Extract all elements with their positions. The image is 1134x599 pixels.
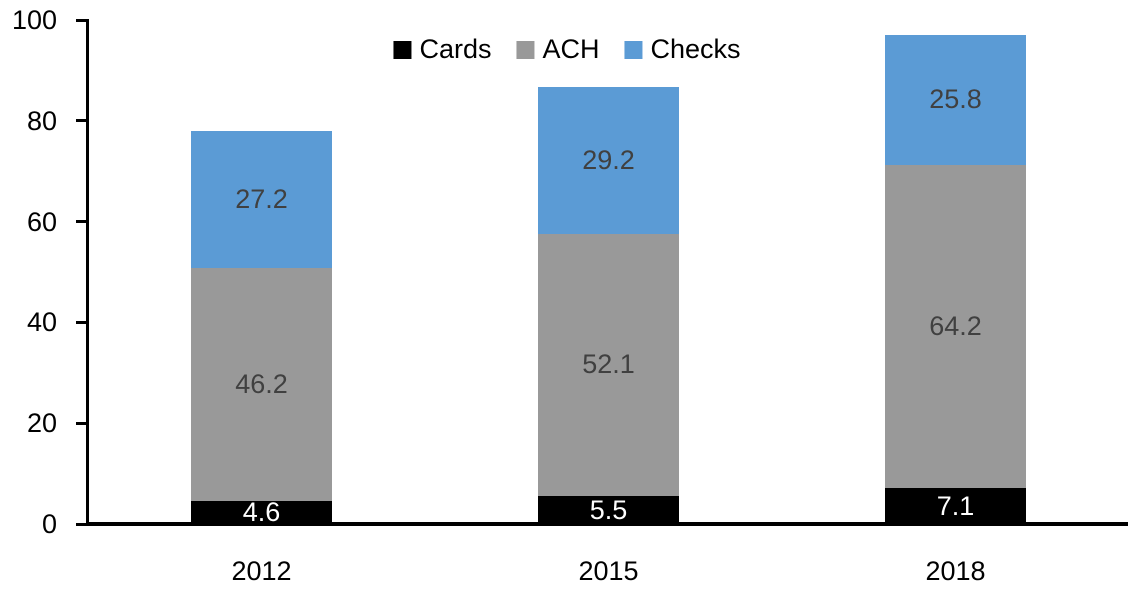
y-tick-mark: [76, 18, 87, 22]
legend-item-ach: ACH: [516, 34, 600, 64]
bar-segment-ach-2018: 64.2: [885, 164, 1026, 489]
bar-segment-cards-2018: 7.1: [885, 488, 1026, 524]
y-tick-mark: [76, 220, 87, 224]
bar-segment-ach-2015: 52.1: [538, 233, 679, 497]
bar-value-label: 5.5: [589, 494, 628, 525]
bar-segment-cards-2015: 5.5: [538, 496, 679, 524]
bar-segment-checks-2015: 29.2: [538, 86, 679, 234]
chart-legend: Cards ACH Checks: [393, 34, 741, 64]
y-axis-line: [86, 19, 89, 526]
y-tick-label-60: 60: [26, 206, 57, 237]
bar-value-label: 4.6: [242, 496, 281, 527]
y-tick-label-20: 20: [26, 408, 57, 439]
legend-swatch-cards: [393, 40, 412, 59]
bar-value-label: 29.2: [582, 144, 635, 175]
y-tick-mark: [76, 320, 87, 324]
x-axis-line: [86, 522, 1128, 526]
x-tick-label-2018: 2018: [925, 556, 986, 586]
bar-segment-ach-2012: 46.2: [191, 267, 332, 501]
bar-segment-checks-2012: 27.2: [191, 130, 332, 268]
legend-swatch-ach: [516, 40, 535, 59]
y-tick-label-0: 0: [41, 509, 57, 539]
y-tick-label-40: 40: [26, 307, 57, 338]
y-tick-mark: [76, 421, 87, 425]
legend-label: Cards: [419, 34, 492, 64]
bar-value-label: 46.2: [235, 368, 288, 399]
legend-item-cards: Cards: [393, 36, 491, 63]
bar-value-label: 7.1: [936, 490, 975, 521]
bar-value-label: 52.1: [582, 349, 635, 380]
bar-value-label: 64.2: [929, 310, 982, 341]
bar-segment-cards-2012: 4.6: [191, 496, 332, 527]
legend-label: ACH: [542, 34, 600, 64]
y-tick-label-100: 100: [11, 5, 57, 35]
y-tick-mark: [76, 119, 87, 123]
bar-value-label: 27.2: [235, 183, 288, 214]
y-tick-mark: [76, 522, 87, 526]
legend-label: Checks: [650, 34, 741, 64]
bar-segment-checks-2018: 25.8: [885, 34, 1026, 165]
x-tick-label-2015: 2015: [578, 556, 639, 586]
legend-swatch-checks: [624, 40, 643, 59]
bar-value-label: 25.8: [929, 84, 982, 115]
x-tick-label-2012: 2012: [231, 556, 292, 586]
legend-item-checks: Checks: [624, 34, 741, 64]
y-tick-label-80: 80: [26, 105, 57, 136]
